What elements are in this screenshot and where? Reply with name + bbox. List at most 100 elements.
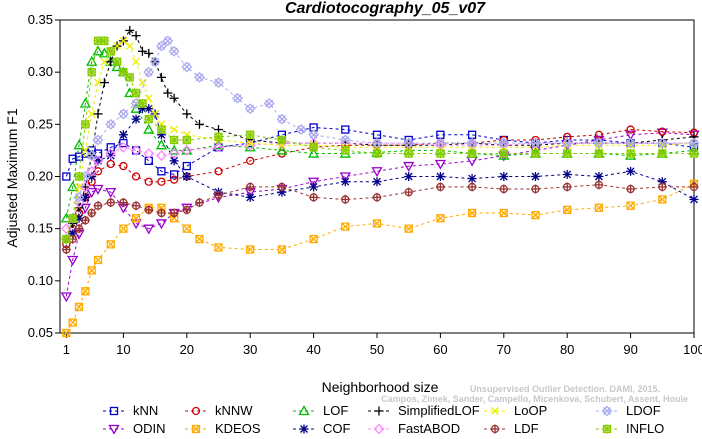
data-point-simplifiedlof — [156, 72, 166, 82]
data-point-ldof — [339, 134, 351, 146]
data-point-ldof — [162, 35, 174, 47]
series-ldf — [61, 180, 699, 255]
data-point-inflo — [467, 149, 477, 159]
data-point-cof — [118, 130, 128, 140]
series-line-ldof — [65, 40, 694, 240]
data-point-cof — [626, 166, 636, 176]
data-point-ldf — [214, 190, 223, 200]
data-point-odin — [307, 177, 320, 188]
data-point-fastabod — [213, 141, 224, 153]
data-point-ldf — [131, 201, 141, 211]
x-tick-label: 20 — [180, 342, 194, 357]
legend-marker-knnw — [191, 406, 201, 416]
data-point-cof — [594, 172, 604, 181]
watermark-line-1: Unsupervised Outlier Detection. DAMI, 20… — [470, 384, 660, 394]
data-point-inflo — [112, 57, 122, 67]
legend-label-cof: COF — [323, 421, 351, 434]
x-tick-label: 60 — [433, 342, 447, 357]
legend-label-ldf: LDF — [514, 421, 539, 434]
data-point-inflo — [531, 149, 540, 159]
data-point-kdeos — [372, 219, 382, 228]
series-line-kdeos — [65, 183, 695, 334]
data-point-cof — [372, 177, 382, 187]
data-point-kdeos — [277, 245, 287, 254]
data-point-loop — [94, 78, 102, 87]
legend-item-ldof: LDOF — [596, 403, 661, 418]
legend-label-inflo: INFLO — [626, 421, 664, 434]
data-point-ldof — [498, 137, 510, 149]
data-point-fastabod — [156, 150, 167, 162]
data-point-ldof — [688, 137, 700, 149]
data-point-inflo — [435, 149, 445, 159]
legend-marker-cof — [299, 424, 309, 434]
data-point-cof — [309, 182, 319, 192]
data-point-ldf — [87, 208, 97, 218]
data-point-cof — [562, 169, 572, 179]
data-point-simplifiedlof — [137, 46, 147, 56]
data-point-ldof — [232, 92, 243, 104]
y-tick-label: 0.35 — [28, 12, 53, 27]
legend-label-odin: ODIN — [133, 421, 166, 434]
legend-label-fastabod: FastABOD — [398, 421, 460, 434]
data-point-loop — [81, 146, 90, 155]
data-point-ldf — [467, 182, 477, 192]
series-line-odin — [65, 132, 695, 297]
legend-label-lof: LOF — [323, 403, 348, 418]
data-point-kdeos — [106, 240, 115, 249]
chart-title: Cardiotocography_05_v07 — [285, 0, 486, 17]
data-point-inflo — [156, 125, 166, 135]
legend: kNN ODIN kNNW KDEOS LOF COF SimplifiedLOF FastA… — [103, 403, 664, 436]
data-point-kdeos — [626, 201, 635, 210]
legend-label-simplifiedlof: SimplifiedLOF — [398, 403, 480, 418]
data-point-knnw — [119, 161, 128, 171]
data-point-knnw — [93, 167, 103, 176]
legend-marker-lof — [298, 405, 310, 416]
legend-item-knn: kNN — [103, 403, 158, 418]
data-point-inflo — [80, 119, 90, 129]
data-point-kdeos — [436, 214, 445, 223]
data-point-kdeos — [499, 208, 508, 218]
data-point-ldof — [213, 77, 224, 89]
legend-label-knnw: kNNW — [215, 403, 253, 418]
data-point-lof — [307, 147, 320, 158]
plot-area: 1 10 20 30 40 50 60 70 80 90 100 0.05 0.10 0.15 0.20 0.… — [28, 12, 702, 357]
legend-marker-kdeos — [191, 424, 201, 434]
data-point-inflo — [169, 135, 179, 145]
data-point-ldf — [435, 182, 445, 192]
series-line-ldf — [65, 184, 694, 250]
data-point-lof — [155, 139, 168, 150]
data-point-knnw — [658, 127, 667, 136]
data-point-inflo — [594, 149, 604, 159]
data-point-knn — [157, 167, 166, 176]
data-point-odin — [339, 172, 351, 183]
data-point-simplifiedlof — [93, 109, 103, 119]
series-line-loop — [65, 40, 695, 240]
data-point-simplifiedlof — [194, 119, 204, 129]
data-point-inflo — [182, 135, 192, 145]
series-line-simplifiedlof — [65, 29, 695, 240]
data-point-knn — [341, 125, 350, 134]
data-point-inflo — [125, 72, 135, 82]
data-point-fastabod — [130, 144, 142, 156]
data-point-ldof — [244, 103, 256, 115]
data-point-inflo — [144, 114, 154, 124]
data-point-inflo — [99, 36, 109, 46]
data-point-ldf — [74, 224, 84, 234]
data-point-loop — [75, 182, 83, 191]
legend-item-loop: LoOP — [484, 403, 547, 418]
x-tick-label: 10 — [116, 342, 130, 357]
data-point-cof — [245, 192, 255, 202]
data-point-ldf — [245, 182, 255, 192]
series-line-fastabod — [65, 142, 694, 229]
data-point-kdeos — [214, 243, 223, 252]
data-point-kdeos — [246, 245, 255, 254]
data-point-ldf — [372, 192, 382, 202]
data-point-ldof — [92, 134, 104, 146]
data-point-ldof — [181, 61, 193, 73]
data-point-ldf — [499, 184, 509, 194]
x-tick-label: 70 — [497, 342, 511, 357]
data-point-ldf — [309, 192, 319, 202]
legend-label-knn: kNN — [133, 403, 158, 418]
data-point-simplifiedlof — [182, 109, 192, 119]
data-point-simplifiedlof — [131, 31, 141, 41]
